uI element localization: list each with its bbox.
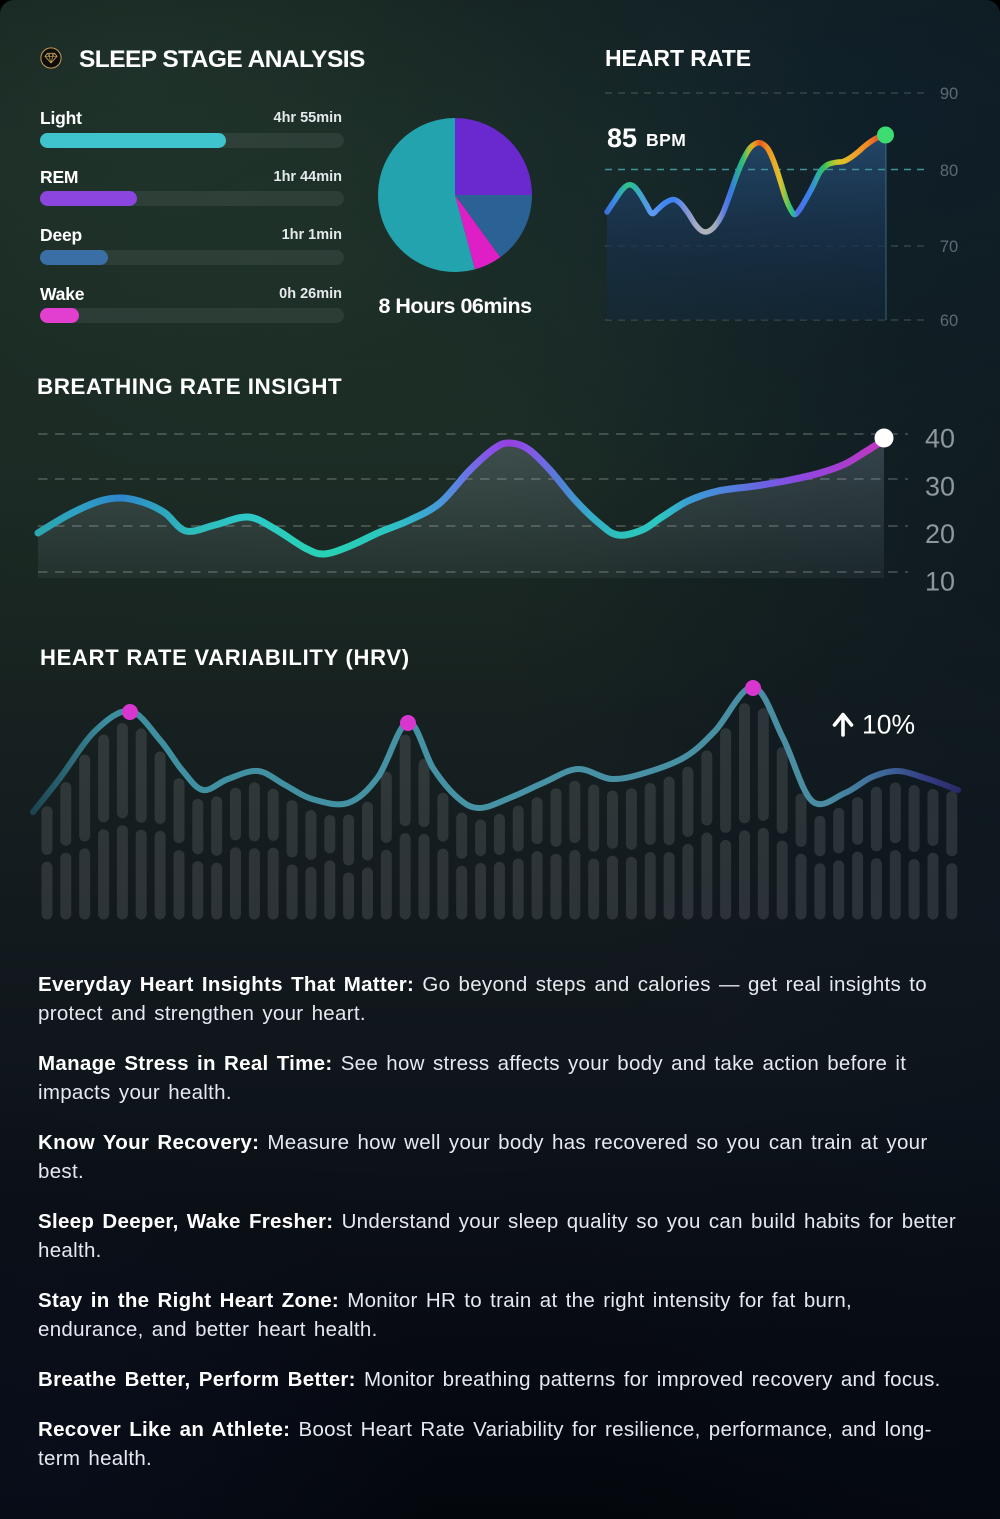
svg-text:70: 70 <box>940 238 958 256</box>
svg-text:85: 85 <box>607 123 637 153</box>
svg-text:30: 30 <box>925 472 955 502</box>
svg-text:10%: 10% <box>862 710 915 740</box>
svg-text:60: 60 <box>940 312 958 330</box>
svg-text:40: 40 <box>925 424 955 454</box>
svg-text:20: 20 <box>925 519 955 549</box>
svg-text:10: 10 <box>925 567 955 597</box>
svg-text:BPM: BPM <box>646 130 686 150</box>
svg-text:80: 80 <box>940 162 958 180</box>
svg-text:90: 90 <box>940 85 958 103</box>
